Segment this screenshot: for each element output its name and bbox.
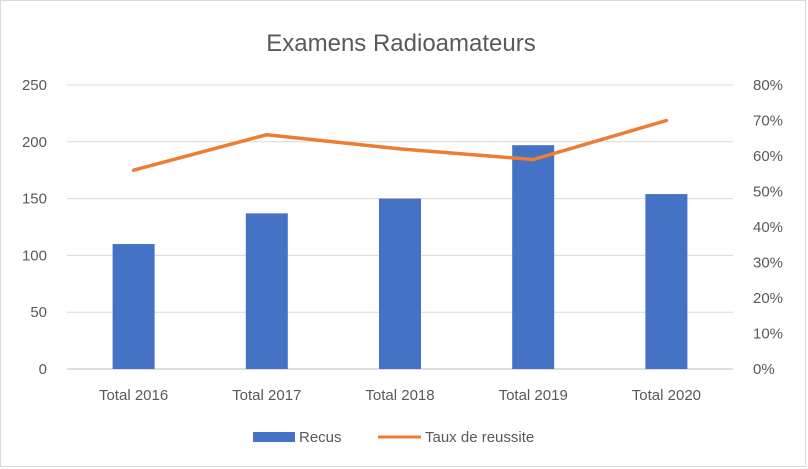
line-point	[664, 119, 668, 122]
left-y-axis: 0 50 100 150 200 250	[22, 77, 47, 378]
line-point	[265, 133, 269, 137]
bar	[512, 145, 555, 369]
line-point	[398, 147, 402, 151]
line-series-taux-de-reussite	[131, 118, 669, 172]
x-axis: Total 2016 Total 2017 Total 2018 Total 2019…	[99, 387, 701, 404]
right-axis-tick-label: 80%	[753, 77, 783, 94]
x-axis-tick-label: Total 2020	[632, 387, 701, 404]
left-axis-tick-label: 50	[30, 304, 47, 321]
right-axis-tick-label: 70%	[753, 113, 783, 130]
right-axis-tick-label: 60%	[753, 148, 783, 165]
bar	[645, 194, 688, 369]
left-axis-tick-label: 150	[22, 191, 47, 208]
left-axis-tick-label: 250	[22, 77, 47, 94]
line-point	[132, 168, 136, 172]
right-axis-tick-label: 40%	[753, 219, 783, 236]
x-axis-tick-label: Total 2018	[365, 387, 434, 404]
bar	[245, 213, 288, 369]
legend-label-recus: Recus	[299, 429, 342, 446]
right-y-axis: 0% 10% 20% 30% 40% 50% 60% 70% 80%	[753, 77, 783, 378]
x-axis-tick-label: Total 2016	[99, 387, 168, 404]
line-point	[531, 158, 535, 162]
bar	[379, 198, 421, 369]
left-axis-tick-label: 200	[22, 134, 47, 151]
legend-swatch-recus	[253, 432, 295, 442]
legend-label-taux-de-reussite: Taux de reussite	[425, 429, 534, 446]
series-line	[131, 118, 669, 172]
right-axis-tick-label: 30%	[753, 255, 783, 272]
right-axis-tick-label: 0%	[753, 361, 775, 378]
right-axis-tick-label: 20%	[753, 290, 783, 307]
left-axis-tick-label: 0	[39, 361, 47, 378]
x-axis-tick-label: Total 2017	[232, 387, 301, 404]
x-axis-tick-label: Total 2019	[499, 387, 568, 404]
chart-title: Examens Radioamateurs	[266, 30, 535, 57]
left-axis-tick-label: 100	[22, 247, 47, 264]
right-axis-tick-label: 10%	[753, 326, 783, 343]
legend: Recus Taux de reussite	[253, 429, 534, 446]
bar	[112, 244, 155, 369]
right-axis-tick-label: 50%	[753, 184, 783, 201]
bar-series-recus	[112, 145, 688, 369]
